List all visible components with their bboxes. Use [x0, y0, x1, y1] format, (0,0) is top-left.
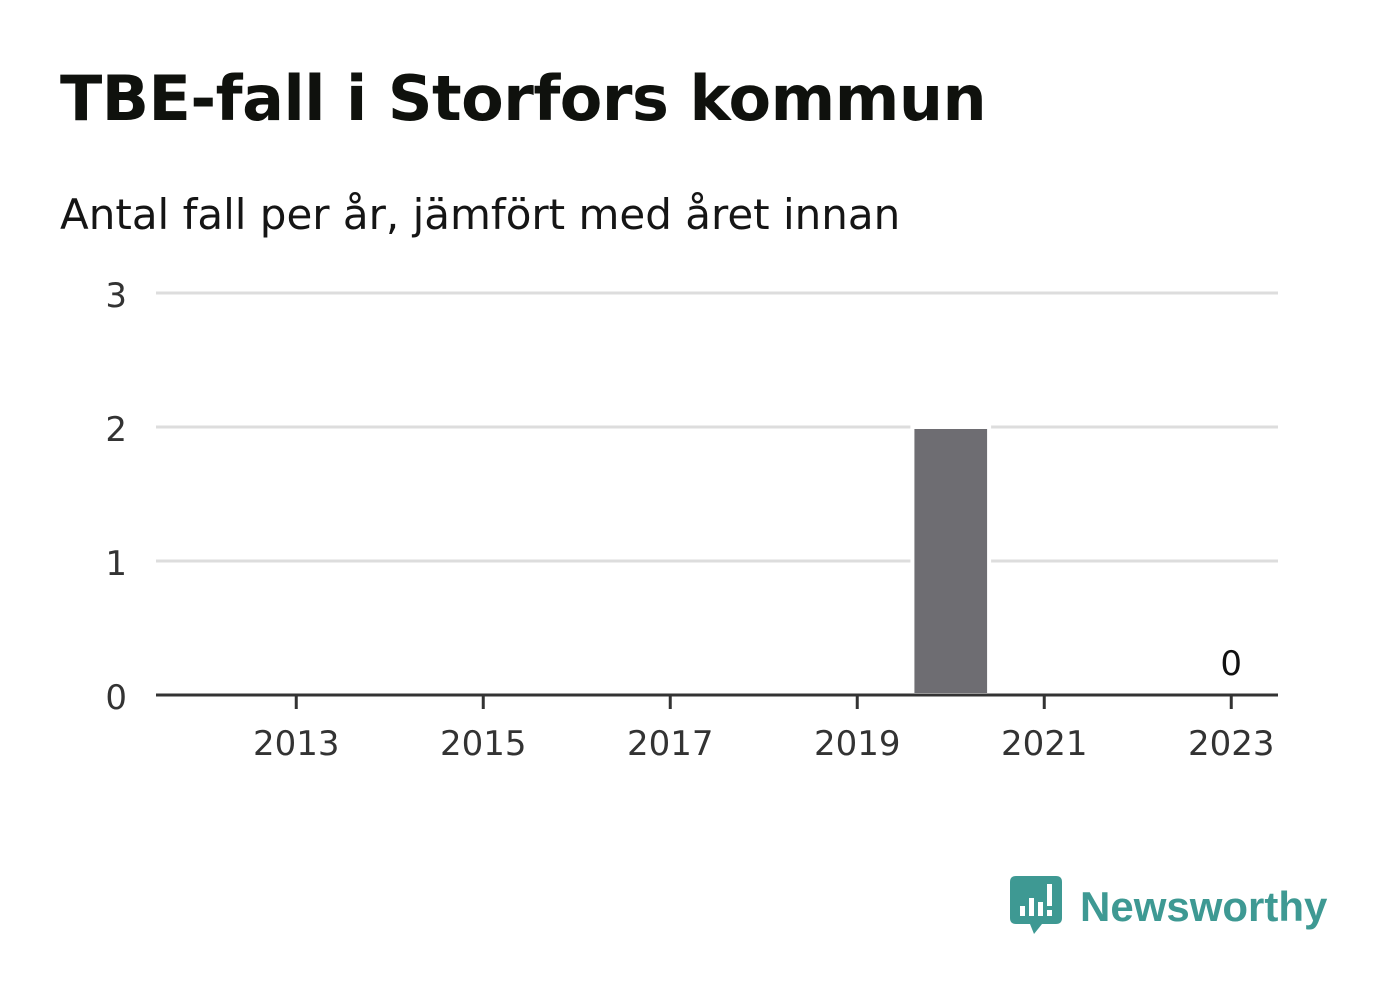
y-tick-label-3: 3: [105, 276, 127, 316]
newsworthy-logo: Newsworthy: [1010, 876, 1327, 938]
chart-title: TBE-fall i Storfors kommun: [60, 62, 987, 135]
y-tick-label-0: 0: [105, 678, 127, 718]
labels: 0 1 2 3 2013 2015 2017 2019 2021 2023 0: [105, 276, 1274, 764]
bars: [910, 425, 992, 697]
gridlines: [156, 291, 1278, 563]
y-tick-label-2: 2: [105, 410, 127, 450]
axes: [156, 693, 1278, 709]
x-tick-label-2013: 2013: [253, 724, 340, 764]
x-tick-label-2021: 2021: [1001, 724, 1088, 764]
data-label-2023: 0: [1220, 644, 1242, 684]
x-tick-label-2023: 2023: [1188, 724, 1275, 764]
y-tick-label-1: 1: [105, 544, 127, 584]
newsworthy-bar-chart-icon: [1010, 876, 1062, 934]
x-tick-label-2015: 2015: [440, 724, 527, 764]
bar-2020: [910, 425, 992, 697]
chart-subtitle: Antal fall per år, jämfört med året inna…: [60, 190, 901, 239]
x-tick-label-2017: 2017: [627, 724, 714, 764]
x-tick-label-2019: 2019: [814, 724, 901, 764]
logo-wordmark: Newsworthy: [1080, 883, 1328, 930]
